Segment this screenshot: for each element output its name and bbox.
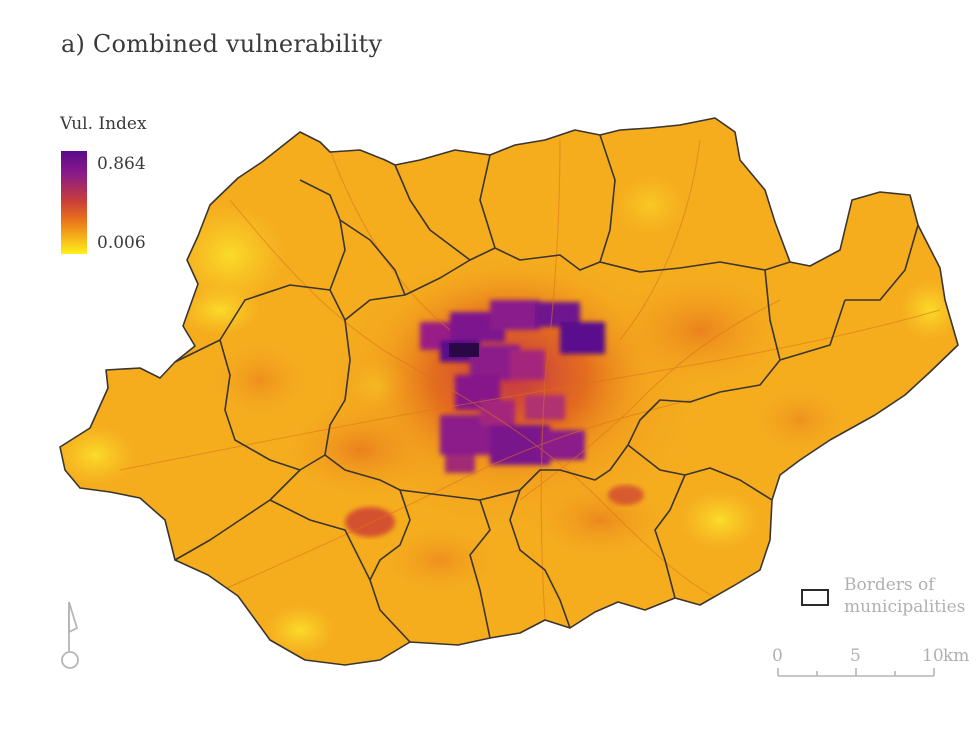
municipality-border (627, 391, 721, 446)
darkest-cell (449, 343, 479, 357)
municipality-border (469, 499, 491, 639)
municipality-border (654, 474, 686, 599)
scale-tick-10: 10 (922, 646, 944, 666)
municipality-border (779, 299, 846, 361)
map-title: a) Combined vulnerability (61, 30, 383, 58)
low-vulnerability-areas (60, 175, 958, 655)
municipality-border (679, 261, 791, 271)
municipality-border (519, 444, 629, 491)
scale-bar-icon (777, 668, 935, 677)
municipality-borders (59, 117, 959, 666)
scale-tick-5: 5 (850, 646, 861, 666)
border-legend-line1: Borders of (844, 575, 935, 595)
legend-min-label: 0.006 (97, 233, 146, 253)
border-legend-line2: municipalities (844, 597, 966, 617)
very-high-vulnerability-cells (420, 300, 605, 473)
municipality-border (369, 489, 411, 643)
region-outline (59, 117, 959, 666)
scale-unit: km (943, 646, 970, 666)
legend-title: Vul. Index (60, 114, 147, 134)
scale-tick-0: 0 (772, 646, 783, 666)
municipality-border (479, 154, 601, 271)
north-arrow-icon (61, 601, 79, 669)
municipality-border (324, 319, 351, 456)
border-legend-swatch (801, 589, 829, 606)
legend-max-label: 0.864 (97, 154, 146, 174)
municipality-border (845, 224, 919, 301)
road-network (119, 139, 941, 621)
municipality-border (174, 469, 301, 561)
border-legend-label: Borders of municipalities (844, 574, 979, 618)
legend-color-ramp (61, 151, 87, 254)
municipality-border (509, 489, 571, 629)
municipality-border (627, 444, 773, 501)
municipality-border (269, 499, 371, 581)
municipality-border (599, 134, 681, 273)
municipality-border (339, 219, 406, 296)
municipality-border (394, 164, 471, 261)
